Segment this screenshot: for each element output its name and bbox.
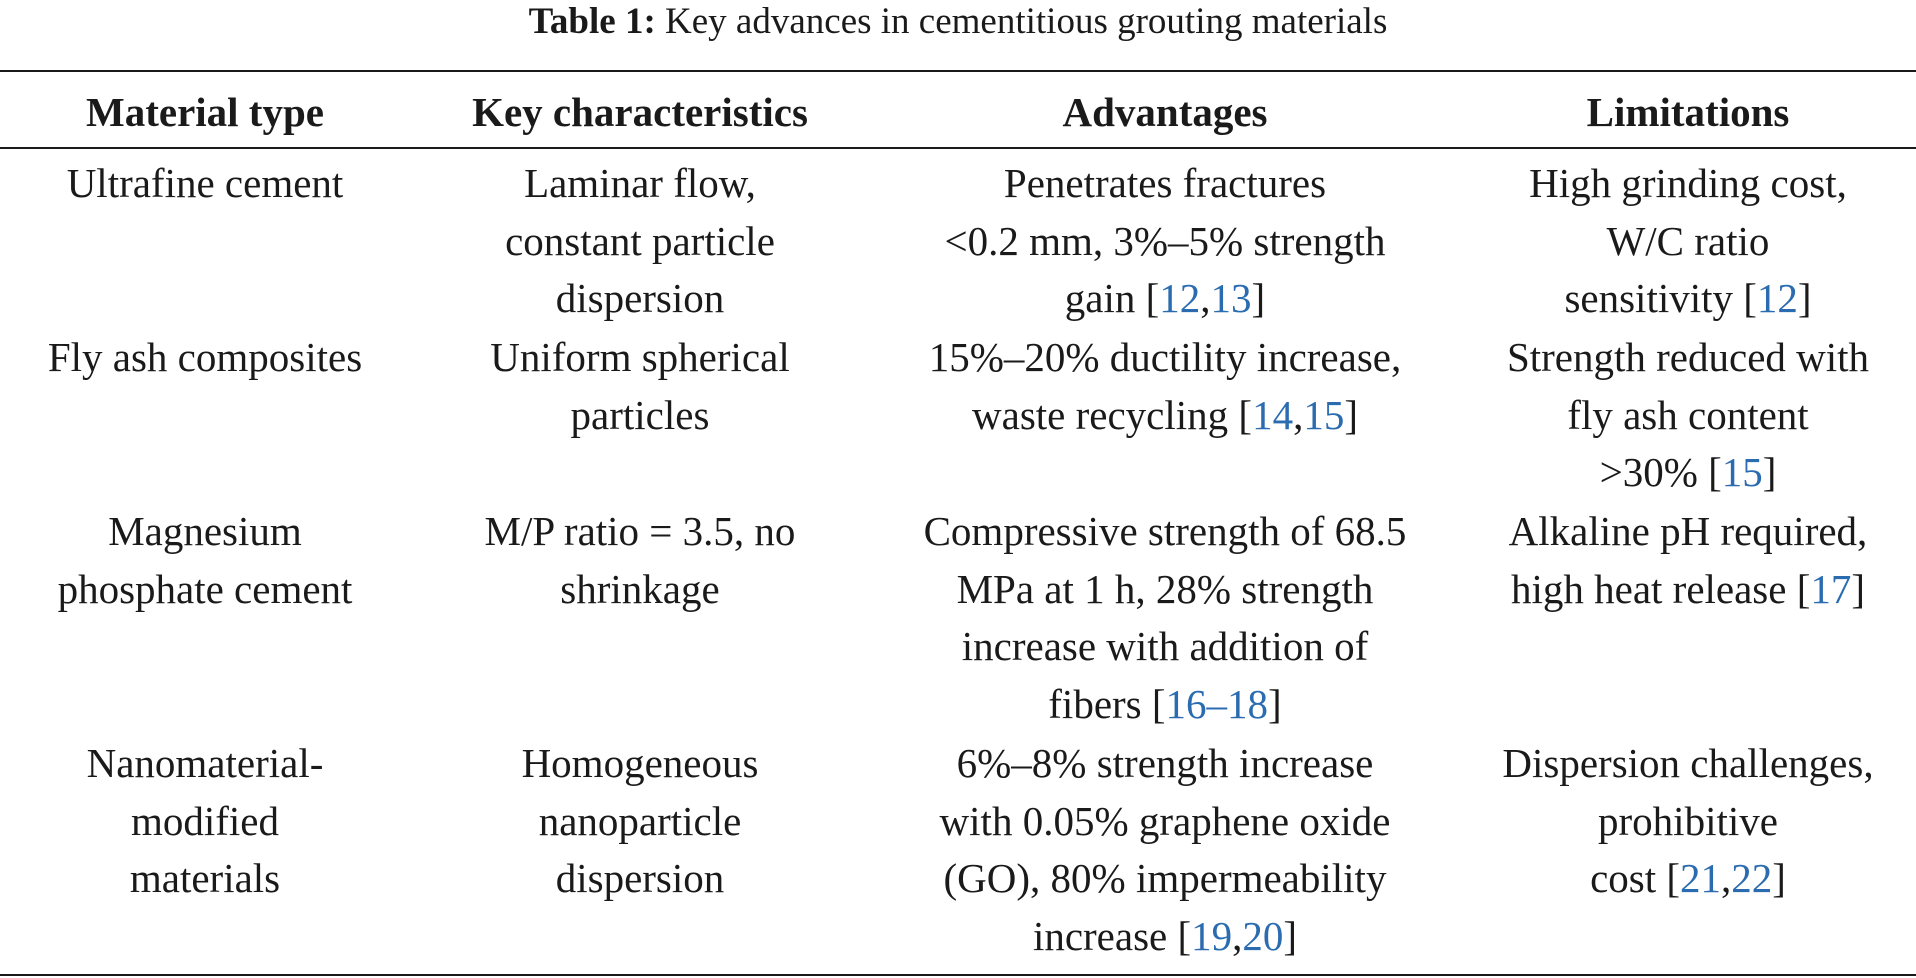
- cell-limitations-text: >30% [: [1599, 449, 1722, 495]
- cell-limitations-line: Dispersion challenges,: [1502, 740, 1874, 786]
- cell-material-type: Fly ash composites: [0, 329, 410, 387]
- cell-advantages-bracket: ]: [1344, 391, 1358, 438]
- citation-link[interactable]: 12: [1756, 275, 1798, 321]
- cell-advantages-text: waste recycling [: [972, 391, 1253, 438]
- cell-limitations: Dispersion challenges, prohibitive cost [2…: [1460, 735, 1916, 908]
- cell-limitations-line: >30% [15]: [1460, 444, 1916, 502]
- cell-limitations-line: prohibitive: [1598, 797, 1778, 844]
- citation-link[interactable]: 14: [1252, 391, 1294, 438]
- cell-limitations-text: high heat release [: [1510, 565, 1811, 612]
- cell-advantages-line: Compressive strength of 68.5: [923, 508, 1407, 554]
- cell-material-type-line: Fly ash composites: [47, 334, 363, 380]
- citation-link[interactable]: 13: [1210, 275, 1252, 321]
- cell-advantages-line: 15%–20% ductility increase,: [928, 334, 1402, 380]
- header-rule: [0, 147, 1916, 149]
- cell-advantages: 15%–20% ductility increase, waste recycli…: [870, 329, 1460, 444]
- citation-separator: ,: [1293, 391, 1304, 438]
- cell-advantages-line: with 0.05% graphene oxide: [939, 797, 1391, 844]
- cell-key-characteristics: Homogeneous nanoparticle dispersion: [420, 735, 860, 908]
- cell-limitations: High grinding cost, W/C ratio sensitivity …: [1460, 155, 1916, 328]
- cell-key-characteristics-line: Homogeneous: [521, 740, 759, 786]
- cell-material-type-line: Ultrafine cement: [66, 160, 344, 206]
- cell-advantages-line: <0.2 mm, 3%–5% strength: [944, 217, 1386, 264]
- cell-key-characteristics-line: particles: [570, 391, 710, 438]
- cell-advantages-line: MPa at 1 h, 28% strength: [956, 565, 1374, 612]
- cell-key-characteristics: Laminar flow, constant particle dispersion: [420, 155, 860, 328]
- cell-material-type: Ultrafine cement: [0, 155, 410, 213]
- cell-material-type: Nanomaterial-modified materials: [0, 735, 410, 908]
- header-material-type: Material type: [86, 89, 324, 135]
- citation-link[interactable]: 12: [1159, 275, 1201, 321]
- cell-key-characteristics-line: shrinkage: [560, 565, 720, 612]
- citation-link[interactable]: 15: [1303, 391, 1345, 438]
- cell-limitations-line: fly ash content: [1567, 391, 1809, 438]
- cell-advantages-line: 6%–8% strength increase: [956, 740, 1374, 786]
- cell-advantages-line: waste recycling [14,15]: [870, 387, 1460, 445]
- cell-advantages-bracket: ]: [1268, 680, 1282, 727]
- cell-advantages-line: gain [12,13]: [870, 270, 1460, 328]
- cell-advantages-line: increase [19,20]: [870, 908, 1460, 966]
- cell-key-characteristics-line: Uniform spherical: [490, 334, 790, 380]
- cell-limitations-line: Alkaline pH required,: [1508, 508, 1868, 554]
- cell-limitations-text: sensitivity [: [1564, 275, 1757, 321]
- caption-text: Key advances in cementitious grouting ma…: [655, 1, 1388, 42]
- cell-limitations-line: sensitivity [12]: [1460, 270, 1916, 328]
- cell-advantages-bracket: ]: [1283, 912, 1298, 959]
- citation-separator: ,: [1232, 912, 1243, 959]
- cell-advantages: Compressive strength of 68.5 MPa at 1 h, …: [870, 503, 1460, 733]
- citation-separator: ,: [1200, 275, 1211, 321]
- cell-limitations-bracket: ]: [1851, 565, 1866, 612]
- cell-limitations: Strength reduced with fly ash content >30%…: [1460, 329, 1916, 502]
- cell-limitations-line: high heat release [17]: [1460, 561, 1916, 619]
- citation-link[interactable]: 16–18: [1165, 680, 1269, 727]
- header-limitations: Limitations: [1586, 89, 1790, 135]
- cell-limitations-bracket: ]: [1797, 275, 1812, 321]
- cell-limitations-bracket: ]: [1772, 855, 1786, 901]
- cell-key-characteristics-line: nanoparticle: [538, 797, 742, 844]
- cell-advantages-line: increase with addition of: [961, 623, 1369, 669]
- cell-limitations-line: W/C ratio: [1606, 217, 1770, 264]
- cell-advantages-line: fibers [16–18]: [870, 676, 1460, 734]
- citation-link[interactable]: 15: [1721, 449, 1763, 495]
- citation-link[interactable]: 22: [1731, 855, 1773, 901]
- cell-limitations-line: Strength reduced with: [1506, 334, 1870, 380]
- caption-label: Table 1:: [528, 1, 656, 42]
- cell-key-characteristics-line: constant particle: [505, 217, 775, 264]
- cell-advantages-text: gain [: [1064, 275, 1160, 321]
- cell-advantages: Penetrates fractures <0.2 mm, 3%–5% stren…: [870, 155, 1460, 328]
- cell-material-type-line: Magnesium: [108, 508, 302, 554]
- cell-advantages-text: fibers [: [1048, 680, 1166, 727]
- cell-key-characteristics: Uniform spherical particles: [420, 329, 860, 444]
- cell-advantages: 6%–8% strength increase with 0.05% graphe…: [870, 735, 1460, 965]
- cell-limitations-text: cost [: [1590, 855, 1681, 901]
- header-key-characteristics: Key characteristics: [472, 89, 808, 135]
- cell-key-characteristics-line: dispersion: [555, 855, 725, 901]
- cell-limitations-line: cost [21,22]: [1460, 850, 1916, 908]
- cell-advantages-text: increase [: [1032, 912, 1192, 959]
- cell-key-characteristics-line: dispersion: [555, 275, 725, 321]
- top-rule: [0, 70, 1916, 72]
- cell-advantages-line: Penetrates fractures: [1003, 160, 1327, 206]
- citation-separator: ,: [1721, 855, 1732, 901]
- header-advantages: Advantages: [1062, 89, 1268, 135]
- cell-advantages-bracket: ]: [1251, 275, 1266, 321]
- citation-link[interactable]: 21: [1680, 855, 1722, 901]
- citation-link[interactable]: 17: [1810, 565, 1852, 612]
- cell-material-type-line: modified: [130, 797, 280, 844]
- cell-material-type: Magnesium phosphate cement: [0, 503, 410, 618]
- citation-link[interactable]: 19: [1191, 912, 1233, 959]
- cell-key-characteristics-line: M/P ratio = 3.5, no: [484, 508, 796, 554]
- cell-key-characteristics-line: Laminar flow,: [524, 160, 756, 206]
- cell-key-characteristics: M/P ratio = 3.5, no shrinkage: [420, 503, 860, 618]
- cell-limitations: Alkaline pH required, high heat release […: [1460, 503, 1916, 618]
- cell-advantages-line: (GO), 80% impermeability: [943, 855, 1387, 901]
- cell-limitations-bracket: ]: [1762, 449, 1777, 495]
- cell-material-type-line: Nanomaterial-: [86, 740, 324, 786]
- cell-material-type-line: phosphate cement: [57, 565, 353, 612]
- citation-link[interactable]: 20: [1242, 912, 1284, 959]
- cell-limitations-line: High grinding cost,: [1529, 160, 1847, 206]
- table-caption: Table 1: Key advances in cementitious gr…: [0, 0, 1916, 46]
- cell-material-type-line: materials: [129, 855, 281, 901]
- bottom-rule: [0, 974, 1916, 976]
